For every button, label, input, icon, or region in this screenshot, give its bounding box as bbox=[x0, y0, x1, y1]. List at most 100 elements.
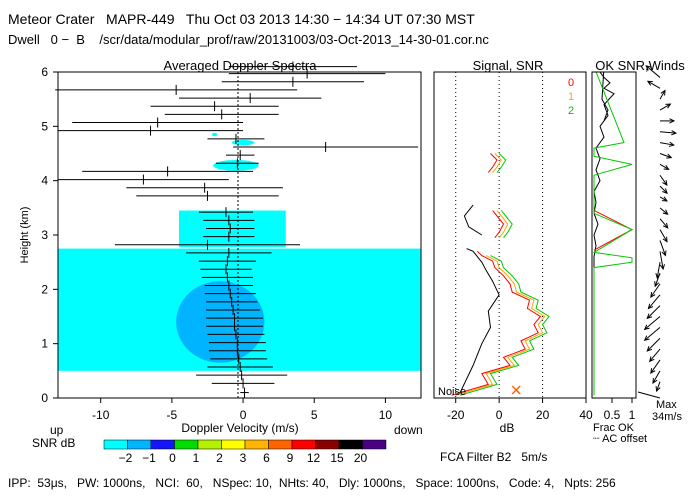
wind-arrow-shaft-13 bbox=[659, 240, 666, 256]
colorbar-swatch-7 bbox=[268, 439, 293, 450]
colorbar-tick-0: −2 bbox=[119, 451, 133, 465]
colorbar-swatch-5 bbox=[221, 439, 246, 450]
wind-arrow-head-2 bbox=[650, 368, 656, 375]
snr-title: Signal, SNR bbox=[473, 58, 544, 73]
legend-2: 2 bbox=[568, 105, 574, 117]
wind-arrow-shaft-5 bbox=[644, 326, 661, 341]
wind-arrow-head-11 bbox=[655, 272, 661, 280]
wind-arrow-shaft-16 bbox=[659, 207, 668, 215]
colorbar-tick-8: 12 bbox=[307, 451, 321, 465]
wind-arrow-shaft-18 bbox=[659, 185, 668, 194]
colorbar: −2 −1 0 1 2 3 6 9 12 15 20 bbox=[103, 439, 387, 465]
y-tick-label-1: 1 bbox=[41, 337, 48, 351]
wind-arrow-shaft-8 bbox=[648, 294, 661, 309]
snr-x-tick-label-3: 40 bbox=[579, 408, 593, 422]
wind-arrow-head-9 bbox=[650, 291, 656, 298]
snr-series-1-seg-2 bbox=[492, 153, 502, 173]
snr-series-2-seg-0 bbox=[459, 255, 550, 396]
wind-arrow-shaft-28 bbox=[645, 65, 661, 78]
snr-series-0-seg-1 bbox=[492, 210, 505, 239]
wind-arrow-shaft-19 bbox=[659, 174, 668, 186]
frac-ok-label: Frac OK bbox=[593, 422, 635, 434]
noise-label: Noise bbox=[438, 386, 466, 398]
wind-arrow-shaft-6 bbox=[644, 316, 661, 330]
snr-frame bbox=[433, 71, 587, 399]
wind-arrow-head-27 bbox=[646, 80, 653, 86]
wind-arrow-shaft-11 bbox=[656, 262, 661, 279]
ok-axes: 0.5 1 bbox=[604, 398, 636, 422]
wind-arrow-head-18 bbox=[662, 188, 668, 194]
spectra-blob-9 bbox=[213, 160, 259, 171]
spectra-heatmap bbox=[58, 132, 421, 371]
wind-arrow-head-10 bbox=[654, 281, 660, 288]
colorbar-tick-9: 15 bbox=[330, 451, 344, 465]
wind-arrow-shaft-0 bbox=[656, 381, 661, 392]
snr-x-label: dB bbox=[500, 421, 515, 435]
acquisition-params: IPP: 53μs, PW: 1000ns, NCI: 60, NSpec: 1… bbox=[8, 476, 616, 490]
wind-arrow-head-19 bbox=[662, 180, 668, 187]
y-axis-title: Height (km) bbox=[19, 207, 31, 264]
y-tick-label-0: 0 bbox=[41, 391, 48, 405]
wind-arrow-shaft-25 bbox=[659, 103, 671, 111]
colorbar-tick-7: 9 bbox=[287, 451, 294, 465]
legend-0: 0 bbox=[568, 77, 574, 89]
wind-arrow-head-12 bbox=[659, 264, 665, 271]
snr-series-2-seg-1 bbox=[500, 210, 513, 239]
colorbar-swatch-6 bbox=[244, 439, 269, 450]
colorbar-swatch-9 bbox=[315, 439, 340, 450]
file-path: Dwell 0 − B /scr/data/modular_prof/raw/2… bbox=[8, 32, 489, 47]
wind-arrow-head-16 bbox=[662, 209, 669, 215]
x-tick-label-3: 5 bbox=[311, 408, 318, 422]
wind-arrow-head-3 bbox=[648, 356, 655, 363]
ac-offset-label: ┈ AC offset bbox=[593, 433, 647, 445]
colorbar-swatch-8 bbox=[291, 439, 316, 450]
wind-arrow-shaft-27 bbox=[647, 80, 661, 89]
snr-series-0-seg-0 bbox=[451, 250, 542, 396]
colorbar-swatch-1 bbox=[127, 439, 152, 450]
y-tick-label-5: 5 bbox=[41, 119, 48, 133]
colorbar-label: SNR dB bbox=[32, 436, 75, 450]
snr-series-noise-seg-1 bbox=[463, 204, 483, 236]
filter-label: FCA Filter B2 5m/s bbox=[440, 450, 548, 464]
snr-series-2-seg-2 bbox=[496, 153, 507, 173]
wind-arrow-head-21 bbox=[666, 153, 673, 159]
ok-winds-title: OK SNR,Winds bbox=[595, 58, 685, 73]
frac-ok-red-line bbox=[593, 175, 634, 251]
corner-down: down bbox=[394, 423, 423, 437]
wind-arrow-head-14 bbox=[662, 236, 668, 243]
colorbar-swatch-2 bbox=[150, 439, 175, 450]
wind-arrow-head-17 bbox=[661, 196, 668, 202]
snr-series-noise-seg-0 bbox=[459, 248, 500, 393]
colorbar-tick-6: 6 bbox=[263, 451, 270, 465]
wind-arrow-shaft-12 bbox=[659, 251, 664, 270]
wind-arrows bbox=[643, 65, 678, 393]
snr-series-0-seg-2 bbox=[487, 153, 498, 173]
x-tick-label-2: 0 bbox=[240, 408, 247, 422]
snr-marker bbox=[511, 385, 521, 395]
wind-arrow-head-6 bbox=[643, 324, 650, 331]
wind-arrow-shaft-4 bbox=[646, 337, 661, 352]
max-label: Max bbox=[656, 399, 677, 411]
wind-arrow-shaft-9 bbox=[650, 283, 661, 298]
y-tick-label-6: 6 bbox=[41, 65, 48, 79]
wind-arrow-head-25 bbox=[665, 103, 672, 109]
wind-arrow-head-22 bbox=[668, 141, 675, 147]
snr-series-1-seg-0 bbox=[455, 255, 546, 396]
frac-ok-plot bbox=[592, 72, 634, 396]
wind-arrow-head-23 bbox=[671, 130, 678, 136]
ok-frame bbox=[591, 71, 637, 399]
wind-arrow-shaft-15 bbox=[659, 218, 669, 229]
y-tick-label-3: 3 bbox=[41, 228, 48, 242]
snr-x-tick-label-2: 20 bbox=[536, 408, 550, 422]
wind-arrow-shaft-21 bbox=[659, 153, 672, 159]
spectra-blob-11 bbox=[211, 132, 218, 137]
wind-arrow-shaft-22 bbox=[659, 142, 674, 146]
colorbar-swatch-3 bbox=[174, 439, 199, 450]
colorbar-swatch-11 bbox=[362, 439, 387, 450]
x-tick-label-1: -5 bbox=[167, 408, 178, 422]
x-axis-title: Doppler Velocity (m/s) bbox=[181, 421, 298, 435]
wind-arrow-head-15 bbox=[662, 222, 669, 229]
colorbar-tick-1: −1 bbox=[142, 451, 156, 465]
frac-ok-line bbox=[592, 72, 634, 396]
